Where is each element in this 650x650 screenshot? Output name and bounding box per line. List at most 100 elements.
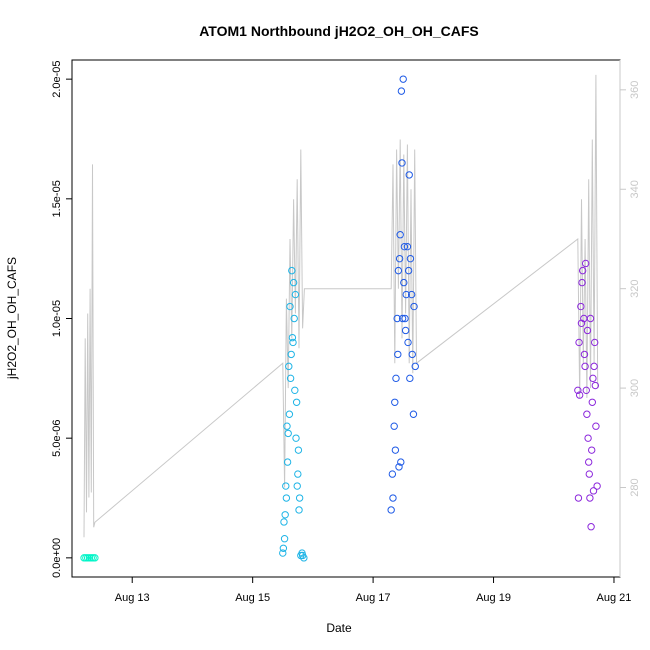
data-point	[408, 350, 416, 359]
data-point	[590, 362, 598, 371]
y-tick-label: 5.0e-06	[51, 420, 63, 457]
y-right-tick-label: 360	[629, 81, 641, 99]
data-point	[583, 326, 592, 335]
data-point	[286, 302, 294, 311]
data-point	[293, 482, 301, 490]
y-right-tick-label: 340	[629, 180, 641, 198]
data-point	[588, 398, 596, 406]
data-point	[284, 429, 292, 438]
data-point	[585, 470, 593, 478]
y-right-tick-label: 300	[629, 379, 641, 397]
data-point	[289, 338, 297, 347]
data-point	[592, 422, 600, 430]
data-point	[575, 338, 583, 347]
data-point	[407, 290, 416, 299]
data-point	[292, 434, 300, 442]
data-point	[589, 374, 597, 383]
data-point	[393, 314, 401, 323]
data-point	[387, 506, 395, 514]
data-point	[292, 398, 301, 406]
data-point	[283, 422, 291, 430]
data-point	[294, 470, 302, 478]
data-point	[280, 518, 288, 526]
data-point	[404, 338, 412, 347]
data-point	[279, 549, 287, 557]
data-point	[282, 494, 291, 502]
data-point	[391, 398, 399, 406]
data-point	[288, 333, 297, 342]
data-point	[394, 350, 402, 359]
x-axis: Aug 13 Aug 15 Aug 17 Aug 19 Aug 21	[115, 577, 632, 604]
data-point	[287, 350, 295, 359]
data-point	[397, 87, 406, 95]
data-point	[295, 506, 303, 514]
data-point	[395, 463, 403, 471]
data-point	[584, 458, 593, 466]
data-point	[574, 494, 583, 502]
y-tick-label: 0.0e+00	[51, 538, 63, 578]
x-tick-label: Aug 21	[597, 592, 632, 604]
x-tick-label: Aug 15	[235, 592, 270, 604]
data-point	[398, 159, 406, 167]
data-point	[406, 254, 415, 263]
data-point	[298, 551, 307, 560]
data-point	[577, 302, 585, 311]
data-point	[586, 494, 594, 502]
data-point	[397, 458, 405, 466]
data-point	[591, 338, 599, 347]
data-point	[580, 350, 589, 359]
y-right-tick-label: 320	[629, 279, 641, 297]
data-point	[575, 391, 584, 399]
plot-frame	[71, 59, 621, 578]
data-point	[582, 386, 590, 395]
data-point	[388, 470, 397, 478]
data-point	[402, 290, 410, 299]
data-point	[578, 278, 586, 287]
data-point	[288, 266, 296, 275]
data-point	[410, 302, 418, 311]
points-layer	[80, 75, 601, 562]
data-point	[400, 278, 408, 287]
y-axis-title: jH2O2_OH_OH_CAFS	[5, 257, 19, 380]
data-point	[285, 362, 293, 371]
data-point	[589, 487, 598, 495]
data-point	[391, 446, 400, 454]
data-point	[591, 381, 600, 390]
y-right-axis: 280 300 320 340 360	[620, 81, 641, 497]
data-point	[400, 242, 409, 251]
data-point	[291, 290, 300, 299]
data-point	[403, 242, 412, 251]
y-tick-label: 1.5e-05	[51, 180, 63, 217]
data-point	[279, 544, 288, 552]
data-point	[581, 362, 589, 371]
data-point	[294, 446, 303, 454]
data-point	[396, 231, 404, 239]
data-point	[578, 266, 587, 275]
data-point	[281, 511, 289, 519]
data-point	[390, 422, 398, 430]
y-right-tick-label: 280	[629, 478, 641, 496]
data-point	[290, 314, 298, 323]
data-point	[395, 254, 404, 263]
data-point	[286, 374, 295, 383]
data-point	[398, 314, 407, 323]
data-point	[289, 278, 298, 287]
data-point	[587, 446, 596, 454]
data-point	[401, 314, 409, 323]
data-point	[392, 374, 400, 383]
x-tick-label: Aug 13	[115, 592, 150, 604]
data-point	[389, 494, 397, 502]
data-point	[283, 458, 292, 466]
data-point	[401, 326, 410, 335]
data-point	[581, 259, 590, 268]
data-point	[282, 482, 290, 490]
data-point	[583, 410, 591, 418]
x-tick-label: Aug 17	[356, 592, 391, 604]
data-point	[405, 171, 413, 179]
data-point	[584, 434, 592, 442]
data-point	[411, 362, 419, 371]
y-axis: 0.0e+00 5.0e-06 1.0e-05 1.5e-05 2.0e-05	[51, 60, 72, 578]
data-point	[593, 482, 601, 490]
y-tick-label: 2.0e-05	[51, 60, 63, 97]
